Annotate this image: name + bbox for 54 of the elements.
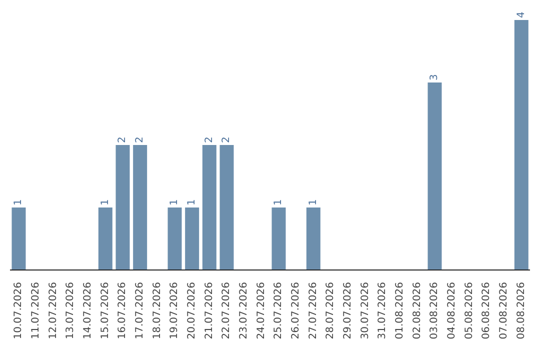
data-label: 1 <box>273 199 284 206</box>
x-tick-label: 17.07.2026 <box>134 282 146 340</box>
data-label: 2 <box>221 136 232 143</box>
bar <box>220 145 234 270</box>
x-tick-label: 16.07.2026 <box>117 282 128 340</box>
bar <box>116 145 130 270</box>
data-label: 3 <box>429 74 440 80</box>
x-tick-label: 27.07.2026 <box>308 282 319 340</box>
data-label: 2 <box>204 136 215 143</box>
x-tick-label: 11.07.2026 <box>30 282 42 340</box>
data-label: 2 <box>117 136 128 143</box>
data-label: 1 <box>100 199 111 206</box>
bar <box>272 208 286 270</box>
x-tick-label: 15.07.2026 <box>100 282 111 340</box>
x-tick-label: 28.07.2026 <box>325 282 336 340</box>
x-tick-label: 02.08.2026 <box>412 282 423 340</box>
data-label: 2 <box>134 136 146 143</box>
x-tick-label: 26.07.2026 <box>290 282 302 340</box>
bar <box>12 208 26 270</box>
bar <box>202 145 216 270</box>
x-tick-label: 05.08.2026 <box>464 282 475 340</box>
x-tick-label: 14.07.2026 <box>82 282 94 340</box>
bar <box>306 208 320 270</box>
x-tick-label: 22.07.2026 <box>221 282 232 340</box>
x-tick-label: 30.07.2026 <box>360 282 371 340</box>
x-tick-label: 25.07.2026 <box>273 282 284 340</box>
bar <box>185 208 200 270</box>
x-tick-label: 06.08.2026 <box>481 282 492 340</box>
x-tick-label: 12.07.2026 <box>48 282 59 340</box>
x-tick-label: 20.07.2026 <box>186 282 198 340</box>
x-tick-label: 21.07.2026 <box>204 282 215 340</box>
bar <box>133 145 148 270</box>
bar <box>98 208 112 270</box>
x-tick-label: 23.07.2026 <box>238 282 250 340</box>
x-tick-label: 03.08.2026 <box>429 282 440 340</box>
x-tick-label: 08.08.2026 <box>516 282 527 340</box>
data-label: 1 <box>169 199 180 206</box>
x-tick-label: 19.07.2026 <box>169 282 180 340</box>
data-label: 4 <box>516 12 527 18</box>
x-tick-label: 04.08.2026 <box>446 282 458 340</box>
data-label: 1 <box>13 199 24 206</box>
x-tick-label: 29.07.2026 <box>342 282 354 340</box>
x-tick-label: 01.08.2026 <box>394 282 406 340</box>
data-label: 1 <box>308 199 319 206</box>
bar <box>168 208 182 270</box>
data-label: 1 <box>186 199 198 206</box>
x-tick-label: 07.08.2026 <box>498 282 510 340</box>
x-tick-label: 10.07.2026 <box>13 282 24 340</box>
x-tick-label: 18.07.2026 <box>152 282 163 340</box>
x-tick-label: 13.07.2026 <box>65 282 76 340</box>
x-tick-label: 31.07.2026 <box>377 282 388 340</box>
x-tick-label: 24.07.2026 <box>256 282 267 340</box>
bar <box>514 20 528 270</box>
bar <box>428 82 442 270</box>
